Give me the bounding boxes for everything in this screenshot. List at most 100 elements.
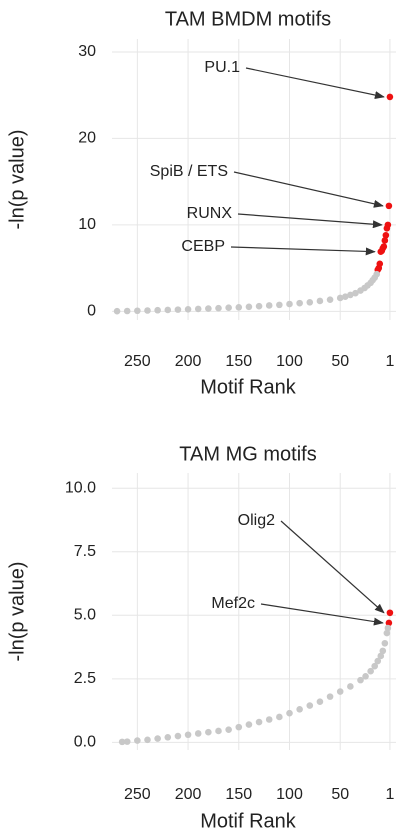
x-tick-label: 250 — [124, 786, 151, 803]
point — [386, 609, 394, 617]
point — [215, 727, 222, 735]
point — [316, 698, 324, 706]
point — [377, 248, 385, 255]
point — [385, 619, 393, 627]
point — [347, 291, 354, 299]
point — [276, 301, 283, 309]
y-tick-label: 7.5 — [74, 543, 96, 560]
annotation-arrow — [237, 213, 383, 229]
point — [326, 296, 334, 303]
point — [381, 237, 389, 244]
point — [225, 304, 232, 312]
point — [184, 305, 192, 313]
point — [336, 688, 344, 695]
point — [245, 303, 253, 311]
y-tick-label: 0 — [87, 303, 96, 320]
point — [316, 297, 324, 305]
point — [144, 736, 151, 744]
x-tick-label: 150 — [225, 786, 252, 803]
x-tick-label: 250 — [124, 353, 151, 370]
point — [194, 305, 202, 313]
chart-title: TAM MG motifs — [179, 443, 316, 465]
point — [118, 738, 126, 746]
chart-panel: TAM BMDM motifs 0 10 20 30 250 200 150 100 50 1 Mot… — [6, 8, 396, 398]
point — [377, 652, 385, 660]
x-tick-label: 1 — [385, 353, 394, 370]
point — [326, 693, 334, 700]
point — [164, 306, 172, 314]
point — [205, 728, 212, 736]
point — [362, 673, 369, 680]
point — [383, 225, 391, 232]
x-tick-label: 50 — [331, 353, 349, 370]
point — [352, 289, 359, 297]
point — [286, 300, 293, 308]
y-tick-label: 2.5 — [74, 670, 96, 687]
x-tick-label: 50 — [331, 786, 349, 803]
point — [215, 304, 222, 312]
point — [371, 662, 379, 670]
point — [134, 307, 141, 315]
point — [184, 731, 192, 739]
point — [347, 683, 354, 690]
chart-panel: TAM MG motifs 0.0 2.5 5.0 7.5 10.0 250 200 150 10… — [6, 443, 396, 832]
y-tick-label: 0.0 — [74, 734, 96, 751]
point — [306, 298, 314, 306]
point — [134, 737, 141, 744]
y-axis-title: -ln(p value) — [6, 129, 28, 229]
annotation-label: Olig2 — [238, 512, 275, 529]
annotation-label: PU.1 — [204, 59, 240, 76]
x-tick-label: 200 — [175, 786, 202, 803]
chart-title: TAM BMDM motifs — [165, 8, 331, 30]
point — [357, 287, 364, 294]
x-axis-title: Motif Rank — [200, 810, 297, 832]
x-tick-label: 100 — [276, 786, 303, 803]
point — [381, 639, 389, 647]
point — [123, 738, 131, 745]
annotation-label: RUNX — [187, 205, 233, 222]
point — [276, 713, 283, 721]
point — [255, 302, 263, 310]
point — [235, 723, 243, 731]
point — [336, 294, 344, 302]
point — [194, 730, 202, 737]
point — [225, 726, 232, 733]
annotation-arrow — [280, 520, 385, 614]
point — [386, 93, 394, 101]
y-tick-label: 10.0 — [65, 479, 96, 496]
point — [306, 702, 314, 709]
point — [367, 667, 374, 675]
point — [154, 735, 161, 742]
point — [286, 709, 293, 717]
point — [113, 307, 121, 315]
point — [341, 293, 349, 300]
point — [385, 202, 393, 210]
x-tick-label: 100 — [276, 353, 303, 370]
x-tick-label: 200 — [175, 353, 202, 370]
point — [123, 307, 131, 315]
annotation-arrow — [260, 603, 384, 626]
point — [357, 676, 364, 684]
point — [384, 624, 392, 632]
point — [296, 299, 303, 307]
point — [382, 231, 390, 239]
y-tick-label: 20 — [78, 130, 96, 147]
annotation-label: Mef2c — [211, 595, 255, 612]
point — [265, 302, 273, 309]
point — [154, 306, 161, 314]
annotation-label: CEBP — [181, 238, 225, 255]
annotation-arrow — [230, 246, 376, 256]
point — [245, 721, 253, 728]
annotation-label: SpiB / ETS — [150, 163, 228, 180]
x-axis-title: Motif Rank — [200, 376, 297, 398]
y-tick-label: 5.0 — [74, 607, 96, 624]
annotation-arrow — [245, 67, 385, 99]
point — [164, 733, 172, 741]
y-axis-title: -ln(p value) — [6, 561, 28, 661]
y-tick-label: 10 — [78, 216, 96, 233]
annotation-arrow — [233, 171, 384, 208]
point — [174, 732, 182, 740]
point — [174, 306, 182, 313]
point — [144, 307, 151, 314]
